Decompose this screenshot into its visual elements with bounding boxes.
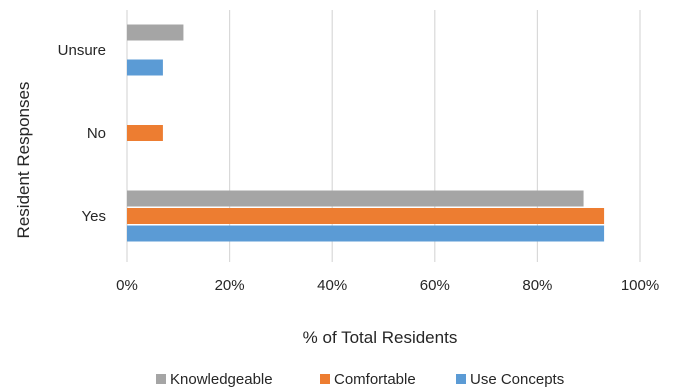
bar-use-concepts-unsure: [127, 59, 163, 76]
y-axis-categories: Unsure No Yes: [58, 42, 106, 225]
x-tick-label: 40%: [317, 277, 347, 294]
bars: [127, 24, 605, 242]
bar-comfortable-yes: [127, 208, 605, 224]
y-category-label: No: [87, 125, 106, 142]
bar-comfortable-no: [127, 125, 163, 141]
y-axis-title: Resident Responses: [14, 82, 33, 239]
bar-use-concepts-yes: [127, 225, 605, 242]
legend-swatch: [456, 374, 466, 384]
x-tick-label: 60%: [420, 277, 450, 294]
x-tick-label: 20%: [215, 277, 245, 294]
legend-label: Use Concepts: [470, 371, 564, 388]
bar-knowledgeable-yes: [127, 190, 584, 207]
x-tick-label: 80%: [522, 277, 552, 294]
x-tick-label: 100%: [621, 277, 659, 294]
gridlines: [126, 10, 641, 262]
legend-swatch: [156, 374, 166, 384]
legend-label: Knowledgeable: [170, 371, 273, 388]
y-category-label: Unsure: [58, 42, 106, 59]
x-tick-label: 0%: [116, 277, 138, 294]
y-category-label: Yes: [82, 208, 106, 225]
legend-label: Comfortable: [334, 371, 416, 388]
legend: Knowledgeable Comfortable Use Concepts: [156, 371, 564, 388]
bar-knowledgeable-unsure: [127, 24, 184, 41]
x-axis-title: % of Total Residents: [303, 328, 458, 347]
legend-swatch: [320, 374, 330, 384]
x-axis-ticks: 0% 20% 40% 60% 80% 100%: [116, 277, 659, 294]
